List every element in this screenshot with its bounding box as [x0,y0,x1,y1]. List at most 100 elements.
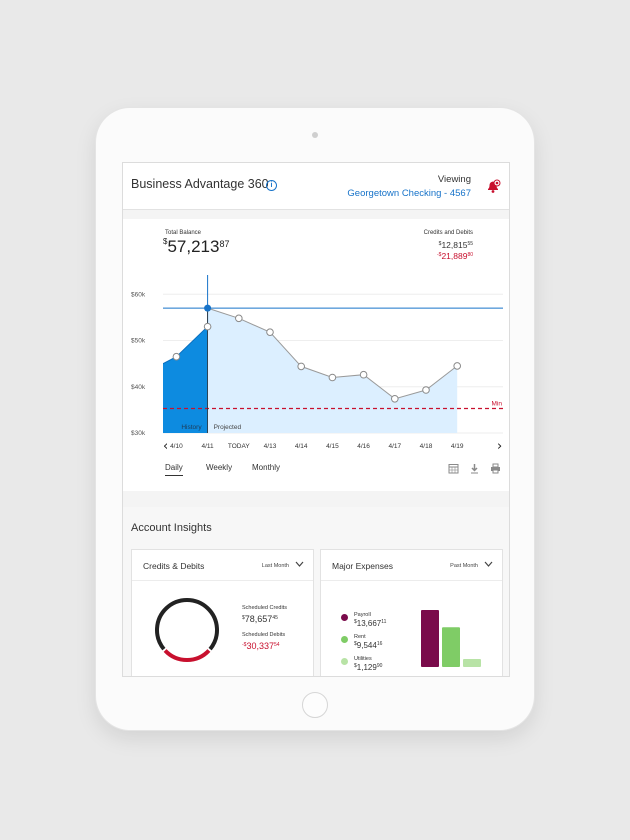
debits-amount: -$21,88980 [437,251,473,261]
credit-dollars: 12,815 [441,240,468,250]
scheduled-debits-dollars: 30,337 [246,641,274,651]
credits-debits-ring-chart [155,598,219,662]
expense-bar-chart [421,610,481,667]
scheduled-credits-cents: 45 [272,615,278,621]
calendar-icon[interactable] [448,463,459,474]
home-button[interactable] [302,692,328,718]
min-label: Min [492,400,503,407]
legend-label: Utilities [354,656,372,662]
x-tick-label: 4/19 [451,443,464,450]
y-tick-label: $60k [131,291,146,298]
debit-dollars: 21,889 [441,251,468,261]
projected-label: Projected [214,424,242,431]
projected-point[interactable] [453,362,462,370]
scheduled-debits-cents: 54 [273,642,280,648]
chart-period-tabs: Daily Weekly Monthly [123,463,509,485]
history-point[interactable] [172,352,181,361]
legend-dot [341,658,348,665]
chart-next-arrow[interactable]: › [497,439,502,454]
chevron-down-icon[interactable] [484,561,493,567]
plot-area [163,307,458,433]
credits-debits-card: Credits & Debits Last Month Scheduled Cr… [131,549,314,676]
card-header: Major Expenses Past Month [321,550,502,581]
legend-value: $1,12990 [354,663,383,672]
debit-minus: - [436,252,439,258]
projected-point[interactable] [359,370,368,379]
legend-value: $9,54416 [354,641,383,650]
expense-bar[interactable] [421,610,439,667]
total-balance-label: Total Balance [165,230,202,236]
tab-daily[interactable]: Daily [165,463,183,476]
chart-prev-arrow[interactable]: ‹ [163,439,168,454]
chevron-down-icon[interactable] [295,561,304,567]
period-select[interactable]: Past Month [450,563,478,569]
major-expenses-card: Major Expenses Past Month Payroll $13,667… [320,549,503,676]
y-tick-label: $30k [131,430,146,437]
balance-cents: 87 [219,239,230,249]
today-point[interactable] [204,304,212,312]
x-tick-label: TODAY [228,443,250,450]
card-title: Credits & Debits [143,561,205,571]
debits-arc [163,649,211,662]
info-icon[interactable]: i [266,180,277,191]
credits-amount: $12,81555 [439,240,473,250]
x-tick-label: 4/17 [388,443,401,450]
legend-dot [341,614,348,621]
y-tick-label: $40k [131,384,146,391]
app-title: Business Advantage 360 [131,177,269,191]
bell-icon[interactable] [485,178,501,194]
scheduled-debits-value: -$30,33754 [242,641,280,651]
print-icon[interactable] [490,463,501,474]
balance-dollars: 57,213 [167,237,220,256]
projected-point[interactable] [391,394,399,403]
balance-chart[interactable]: $60k $50k $40k $30k Min History Projected 4/10 4… [123,275,509,459]
x-tick-label: 4/15 [326,443,339,450]
x-tick-label: 4/11 [202,443,215,450]
debit-currency-symbol: $ [438,252,442,258]
projected-point[interactable] [266,328,274,336]
account-insights-section: Account Insights Credits & Debits Last M… [123,507,509,676]
download-icon[interactable] [469,463,480,474]
card-title: Major Expenses [332,561,393,571]
app-header: Business Advantage 360 i Viewing Georget… [123,163,509,210]
account-selector-link[interactable]: Georgetown Checking - 4567 [347,188,471,199]
y-tick-label: $50k [131,338,146,345]
history-area [163,308,208,433]
history-point[interactable] [203,322,212,331]
expense-bar[interactable] [463,659,481,667]
x-tick-label: 4/10 [170,443,183,450]
period-select[interactable]: Last Month [261,563,289,569]
credits-debits-label: Credits and Debits [423,230,473,236]
tab-weekly[interactable]: Weekly [206,463,233,472]
scheduled-credits-value: $78,65745 [242,614,278,624]
legend-label: Rent [354,634,366,640]
projected-point[interactable] [328,373,337,382]
scheduled-credits-dollars: 78,657 [244,614,273,624]
balance-chart-card: Total Balance $57,21387 Credits and Debi… [123,219,509,491]
insights-title: Account Insights [131,522,212,534]
debit-cents: 80 [467,252,473,258]
viewing-label: Viewing [437,174,471,185]
projected-area [207,308,458,433]
scheduled-debits-minus: - [242,642,244,648]
projected-point[interactable] [422,386,430,394]
expense-bar[interactable] [442,627,460,667]
app-screen: Business Advantage 360 i Viewing Georget… [122,162,510,677]
credits-currency: $ [242,615,245,621]
credits-arc [155,598,219,651]
tab-monthly[interactable]: Monthly [252,463,281,472]
total-balance-amount: $57,21387 [163,237,229,257]
projected-point[interactable] [235,314,243,323]
x-tick-label: 4/16 [357,443,370,450]
projected-point[interactable] [297,362,305,371]
debits-currency: $ [243,642,247,648]
legend-value: $13,66711 [354,619,387,628]
history-label: History [181,424,202,431]
x-tick-label: 4/13 [264,443,277,450]
credit-currency-symbol: $ [438,241,442,247]
scheduled-credits-label: Scheduled Credits [242,605,287,611]
x-tick-label: 4/14 [295,443,308,450]
camera-dot [312,132,318,138]
credit-cents: 55 [467,241,473,247]
x-tick-label: 4/18 [420,443,433,450]
